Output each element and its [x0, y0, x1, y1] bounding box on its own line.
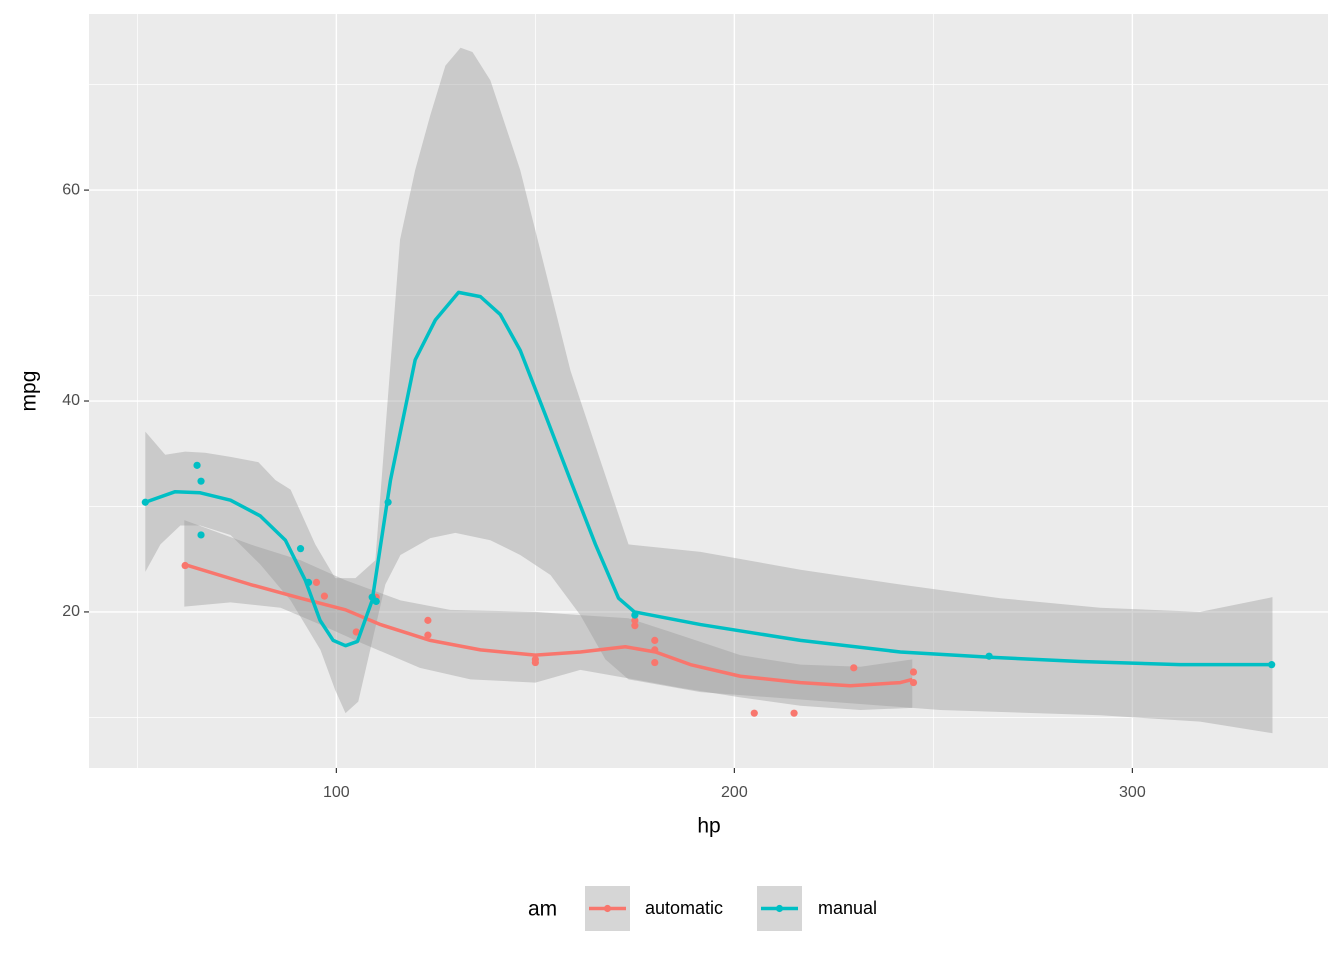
- data-point: [193, 461, 201, 469]
- data-point: [850, 664, 858, 672]
- data-point: [312, 578, 321, 587]
- legend-point: [775, 904, 784, 913]
- data-point: [424, 616, 432, 624]
- x-axis-title: hp: [697, 815, 720, 838]
- data-point: [631, 622, 639, 630]
- data-point: [320, 592, 329, 600]
- y-axis-title: mpg: [18, 371, 41, 412]
- data-point: [352, 628, 360, 636]
- data-point: [531, 658, 539, 667]
- data-point: [651, 636, 659, 645]
- legend-title: am: [528, 898, 557, 921]
- data-point: [750, 709, 758, 717]
- legend-point: [603, 904, 612, 913]
- data-point: [909, 668, 918, 676]
- y-tick-label: 40: [62, 392, 80, 409]
- data-point: [651, 658, 659, 667]
- legend-label: manual: [818, 898, 877, 918]
- grid: [89, 14, 1328, 768]
- data-point: [424, 631, 432, 639]
- legend-label: automatic: [645, 898, 723, 918]
- data-point: [790, 709, 798, 717]
- smooth-line: [183, 562, 913, 688]
- data-point: [197, 531, 205, 539]
- data-point: [296, 545, 305, 553]
- y-tick-label: 20: [62, 603, 80, 620]
- data-point: [197, 477, 205, 485]
- x-tick-label: 200: [721, 784, 748, 801]
- confidence-band: [184, 520, 913, 710]
- data-point: [631, 616, 639, 624]
- smooth-line: [144, 290, 1273, 667]
- x-tick-label: 300: [1119, 784, 1146, 801]
- y-tick-label: 60: [62, 181, 80, 198]
- x-tick-label: 100: [323, 784, 350, 801]
- confidence-band: [145, 47, 1273, 734]
- panel: [89, 14, 1328, 768]
